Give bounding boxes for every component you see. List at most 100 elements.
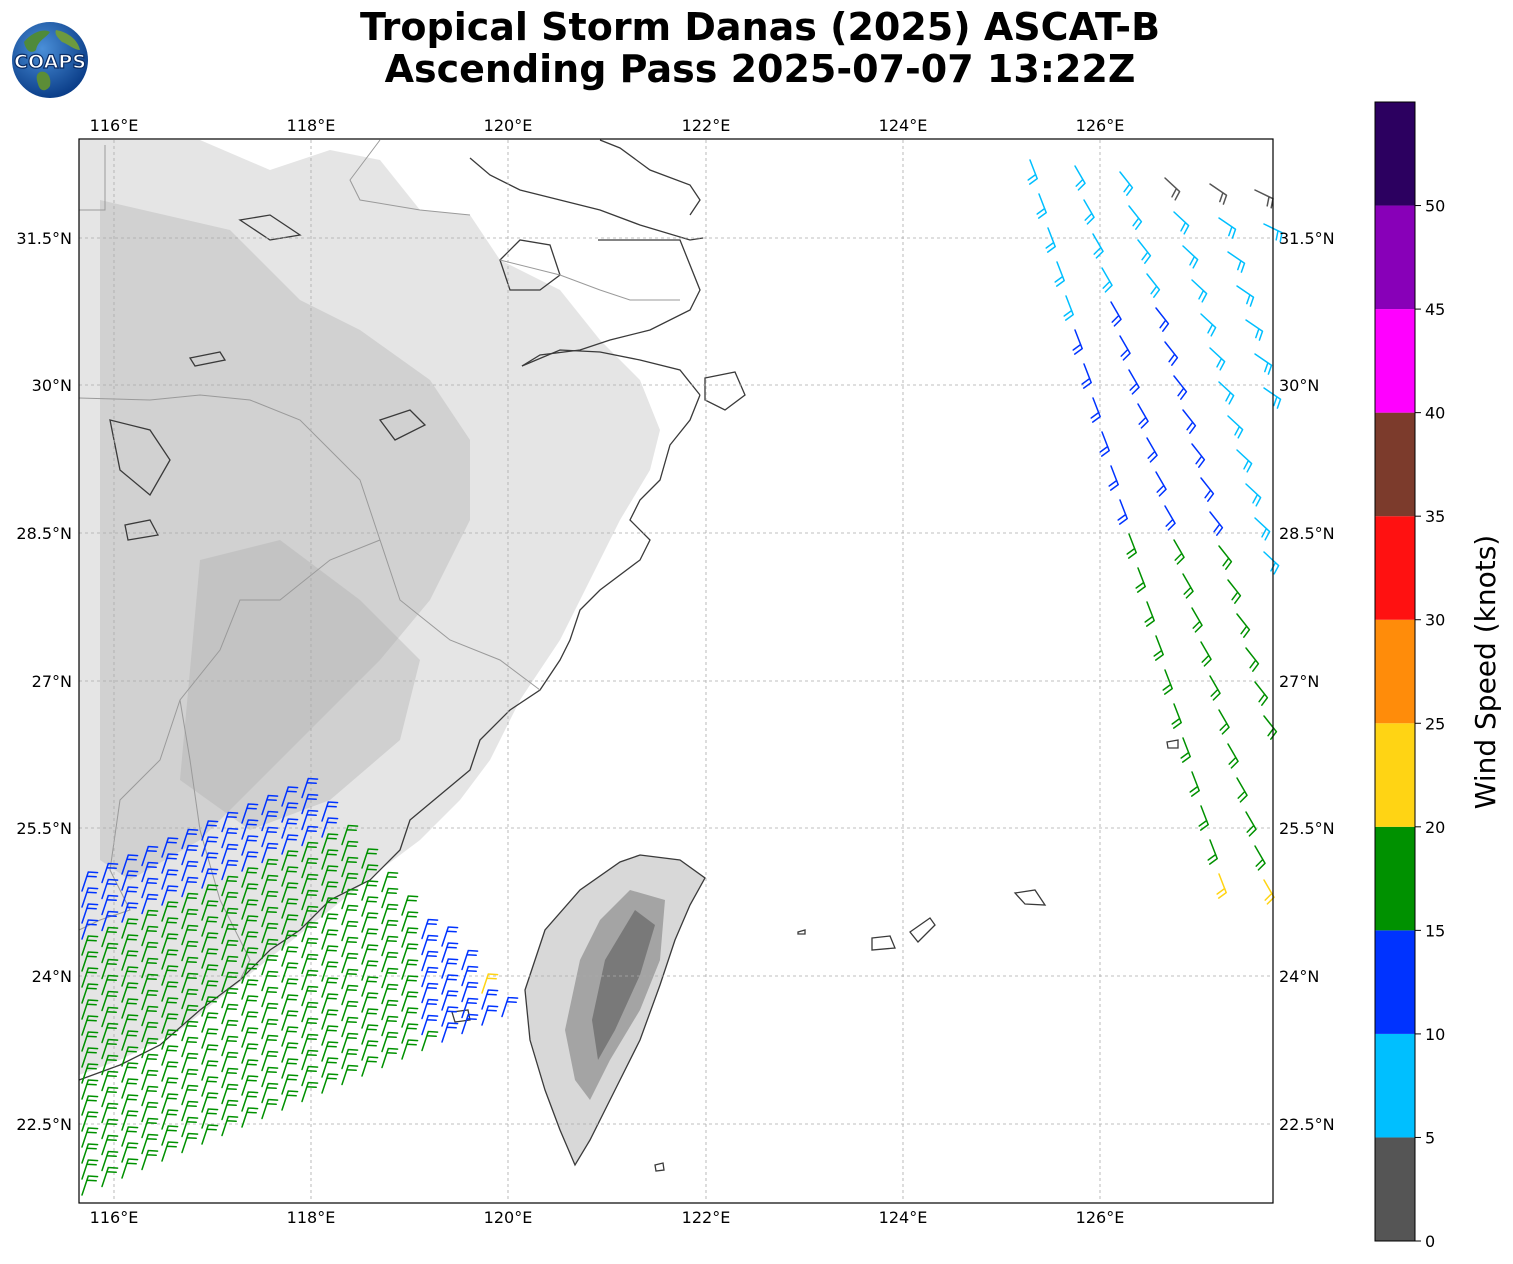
wind-barb [301, 1001, 319, 1023]
wind-barb [121, 966, 139, 987]
wind-barb [341, 936, 359, 958]
wind-barb [141, 957, 159, 979]
wind-barb [441, 1006, 459, 1027]
wind-barb [321, 1009, 339, 1030]
wind-barb [1200, 313, 1217, 337]
wind-barb [261, 922, 279, 944]
wind-barb [461, 949, 479, 971]
wind-barb [141, 1069, 159, 1091]
wind-barb [481, 973, 499, 994]
wind-barb [81, 1175, 99, 1196]
wind-barb [381, 887, 399, 909]
wind-barb [81, 1111, 99, 1132]
wind-barb [281, 1058, 299, 1079]
wind-barb [221, 1051, 239, 1073]
colorbar-tick-label: 45 [1425, 300, 1445, 319]
wind-barb [381, 903, 399, 925]
wind-barb [81, 1159, 99, 1180]
wind-barb [321, 977, 339, 998]
wind-barb [281, 882, 299, 903]
wind-barb [381, 935, 399, 957]
wind-barb [281, 898, 299, 919]
wind-barb [361, 944, 379, 965]
wind-barb [221, 875, 239, 897]
wind-barb [141, 1085, 159, 1107]
wind-barb [1164, 341, 1179, 366]
wind-barb [201, 852, 219, 873]
wind-barb [1207, 839, 1218, 865]
wind-barb [321, 1057, 339, 1078]
lat-tick-27-left: 27°N [32, 672, 72, 691]
wind-barb [81, 983, 99, 1004]
wind-barb [221, 923, 239, 945]
wind-barb [461, 981, 479, 1003]
wind-barb [1189, 771, 1200, 797]
wind-barb [1164, 177, 1181, 201]
wind-barb [321, 993, 339, 1014]
wind-barb [141, 1053, 159, 1075]
wind-barb [281, 1026, 299, 1047]
wind-barb [501, 996, 519, 1018]
wind-barb [181, 1052, 199, 1074]
wind-barb [221, 1083, 239, 1105]
lon-tick-122-top: 122°E [682, 116, 731, 135]
wind-barb [341, 984, 359, 1006]
wind-barb [161, 1077, 179, 1098]
wind-barb [101, 910, 119, 932]
wind-barb [281, 946, 299, 967]
wind-barb [421, 966, 439, 988]
wind-barb [341, 872, 359, 894]
wind-barb [261, 842, 279, 864]
wind-barb [221, 891, 239, 913]
wind-barb [241, 963, 259, 984]
wind-barb [161, 981, 179, 1002]
wind-barb [261, 858, 279, 880]
wind-barb [141, 925, 159, 947]
wind-barb [341, 952, 359, 974]
wind-barb [101, 926, 119, 948]
wind-barb [1083, 199, 1095, 225]
wind-barb [141, 941, 159, 963]
wind-barb [1254, 353, 1273, 375]
lat-tick-22.5-right: 22.5°N [1279, 1115, 1335, 1134]
wind-barb [1200, 477, 1215, 502]
wind-barb [121, 934, 139, 955]
wind-barb [261, 986, 279, 1008]
wind-barb [421, 982, 439, 1004]
wind-barb [341, 1032, 359, 1054]
colorbar-tick-label: 10 [1425, 1025, 1445, 1044]
wind-barb [281, 1042, 299, 1063]
lon-tick-122-bottom: 122°E [682, 1208, 731, 1227]
wind-barb [301, 1049, 319, 1071]
wind-barb [121, 854, 139, 875]
wind-barb [221, 987, 239, 1009]
wind-barb [81, 903, 99, 924]
lat-tick-28.5-left: 28.5°N [16, 524, 72, 543]
wind-barb [1173, 539, 1185, 565]
wind-barb [121, 982, 139, 1003]
wind-barb [161, 1013, 179, 1034]
wind-barb [1263, 387, 1282, 409]
wind-barb [121, 1126, 139, 1147]
wind-barb [221, 1003, 239, 1025]
lon-tick-120-bottom: 120°E [484, 1208, 533, 1227]
wind-barb [281, 914, 299, 935]
wind-barb [261, 906, 279, 928]
wind-barb [301, 825, 319, 847]
wind-barb [1236, 449, 1253, 473]
wind-barb [321, 849, 339, 870]
lon-tick-126-bottom: 126°E [1076, 1208, 1125, 1227]
wind-barb [1254, 517, 1271, 541]
wind-barb [121, 1110, 139, 1131]
wind-barb [301, 809, 319, 831]
wind-barb [221, 811, 239, 833]
wind-barb [221, 1035, 239, 1057]
wind-barb [301, 889, 319, 911]
wind-barb [181, 1068, 199, 1090]
wind-barb [181, 860, 199, 882]
wind-barb [241, 1107, 259, 1128]
wind-barb [281, 1090, 299, 1111]
wind-barb [161, 997, 179, 1018]
wind-barb [321, 1041, 339, 1062]
wind-barb [81, 1143, 99, 1164]
